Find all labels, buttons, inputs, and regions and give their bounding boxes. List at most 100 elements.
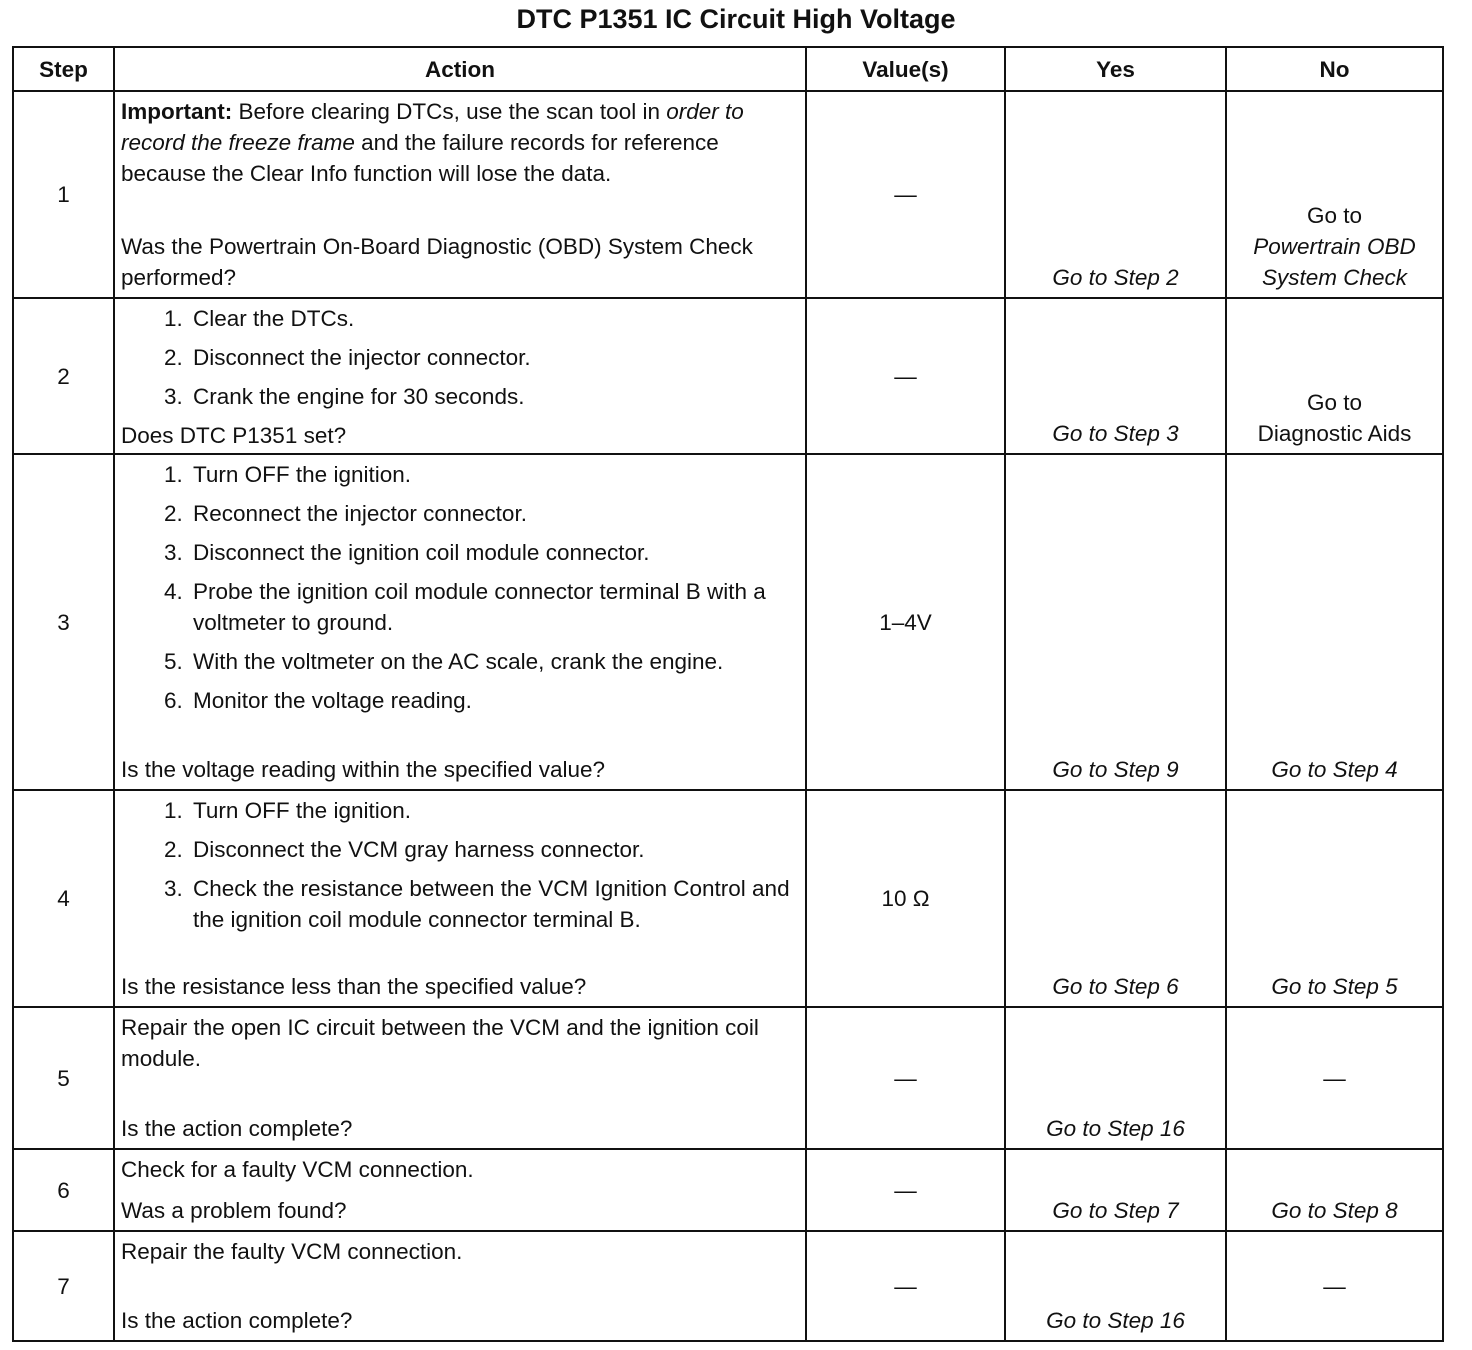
question: Does DTC P1351 set? [121, 422, 347, 448]
column-header: No [1225, 46, 1444, 92]
no-cell: — [1225, 1006, 1444, 1150]
table-row: 7 Repair the faulty VCM connection. Is the… [12, 1230, 1444, 1342]
action-cell: Turn OFF the ignition. Reconnect the inje… [113, 453, 807, 791]
value-cell: — [805, 1148, 1006, 1232]
yes-text: Go to Step 7 [1052, 1198, 1179, 1223]
diagnostic-table: Step Action Value(s) Yes No 1 Important: Befo… [12, 46, 1444, 1342]
no-text: Go to [1306, 203, 1363, 228]
step-cell: 1 [12, 90, 115, 299]
action-content: Turn OFF the ignition. Disconnect the VCM… [115, 792, 805, 1006]
action-text: Repair the open IC circuit between the V… [121, 1014, 759, 1071]
value-cell: 10 Ω [805, 789, 1006, 1008]
action-content: Repair the faulty VCM connection. Is the … [115, 1233, 805, 1340]
step-item: Probe the ignition coil module connector… [189, 576, 799, 638]
step-item: Reconnect the injector connector. [189, 498, 799, 529]
header-row: Step Action Value(s) Yes No [12, 46, 1444, 92]
action-content: Clear the DTCs. Disconnect the injector c… [115, 300, 805, 453]
yes-cell: Go to Step 6 [1004, 789, 1227, 1008]
no-cell: Go to Powertrain OBD System Check [1225, 90, 1444, 299]
action-text: Repair the faulty VCM connection. [121, 1238, 463, 1264]
value-cell: — [805, 1006, 1006, 1150]
step-item: Turn OFF the ignition. [189, 795, 799, 826]
step-item: Monitor the voltage reading. [189, 685, 799, 716]
yes-cell: Go to Step 9 [1004, 453, 1227, 791]
step-item: Crank the engine for 30 seconds. [189, 381, 799, 412]
no-cell: Go to Step 4 [1225, 453, 1444, 791]
note-text: Important: [121, 98, 233, 124]
note-text: Before clearing DTCs, use the scan tool … [238, 98, 660, 124]
yes-cell: Go to Step 3 [1004, 297, 1227, 455]
step-item: Check the resistance between the VCM Ign… [189, 873, 799, 935]
action-cell: Repair the faulty VCM connection. Is the … [113, 1230, 807, 1342]
value-cell: — [805, 1230, 1006, 1342]
step-item: Disconnect the injector connector. [189, 342, 799, 373]
action-content: Check for a faulty VCM connection. Was a … [115, 1151, 805, 1230]
step-item: Disconnect the ignition coil module conn… [189, 537, 799, 568]
step-cell: 5 [12, 1006, 115, 1150]
step-list: Turn OFF the ignition. Reconnect the inje… [121, 459, 799, 724]
question: Was the Powertrain On-Board Diagnostic (… [121, 233, 753, 290]
action-cell: Clear the DTCs. Disconnect the injector c… [113, 297, 807, 455]
question: Is the voltage reading within the specif… [121, 756, 606, 782]
yes-cell: Go to Step 2 [1004, 90, 1227, 299]
step-item: Disconnect the VCM gray harness connecto… [189, 834, 799, 865]
column-header: Yes [1004, 46, 1227, 92]
step-item: Turn OFF the ignition. [189, 459, 799, 490]
step-item: Clear the DTCs. [189, 303, 799, 334]
table-row: 6 Check for a faulty VCM connection. Was a… [12, 1148, 1444, 1232]
step-cell: 6 [12, 1148, 115, 1232]
question: Was a problem found? [121, 1197, 347, 1223]
no-cell: Go to Diagnostic Aids [1225, 297, 1444, 455]
yes-text: Go to Step 3 [1052, 421, 1179, 446]
no-text: Powertrain OBD System Check [1253, 234, 1416, 290]
no-text: Go to Step 5 [1271, 974, 1398, 999]
action-content: Turn OFF the ignition. Reconnect the inje… [115, 456, 805, 789]
table-row: 3 Turn OFF the ignition. Reconnect the inj… [12, 453, 1444, 791]
yes-text: Go to Step 9 [1052, 757, 1179, 782]
yes-cell: Go to Step 16 [1004, 1006, 1227, 1150]
no-cell: Go to Step 5 [1225, 789, 1444, 1008]
step-cell: 2 [12, 297, 115, 455]
column-header: Step [12, 46, 115, 92]
yes-cell: Go to Step 7 [1004, 1148, 1227, 1232]
step-cell: 3 [12, 453, 115, 791]
value-cell: — [805, 297, 1006, 455]
note-text: and the failure records for reference be… [121, 129, 719, 186]
question: Is the action complete? [121, 1115, 353, 1141]
table-row: 4 Turn OFF the ignition. Disconnect the VC… [12, 789, 1444, 1008]
step-list: Clear the DTCs. Disconnect the injector c… [121, 303, 799, 420]
yes-text: Go to Step 16 [1046, 1116, 1185, 1141]
action-cell: Repair the open IC circuit between the V… [113, 1006, 807, 1150]
action-content: Important: Before clearing DTCs, use the… [115, 93, 805, 297]
note-text: order to record the freeze frame [121, 98, 744, 155]
table-row: 2 Clear the DTCs. Disconnect the injector … [12, 297, 1444, 455]
no-text: Go to Step 4 [1271, 757, 1398, 782]
title: DTC P1351 IC Circuit High Voltage [516, 4, 956, 34]
important-note: Important: Before clearing DTCs, use the… [121, 96, 799, 189]
action-cell: Important: Before clearing DTCs, use the… [113, 90, 807, 299]
action-text: Check for a faulty VCM connection. [121, 1156, 474, 1182]
column-header: Action [113, 46, 807, 92]
action-cell: Turn OFF the ignition. Disconnect the VCM… [113, 789, 807, 1008]
yes-text: Go to Step 16 [1046, 1308, 1185, 1333]
yes-cell: Go to Step 16 [1004, 1230, 1227, 1342]
step-list: Turn OFF the ignition. Disconnect the VCM… [121, 795, 799, 943]
table-row: 5 Repair the open IC circuit between the … [12, 1006, 1444, 1150]
step-item: With the voltmeter on the AC scale, cran… [189, 646, 799, 677]
step-cell: 7 [12, 1230, 115, 1342]
no-cell: Go to Step 8 [1225, 1148, 1444, 1232]
value-cell: — [805, 90, 1006, 299]
value-cell: 1–4V [805, 453, 1006, 791]
question: Is the action complete? [121, 1307, 353, 1333]
yes-text: Go to Step 6 [1052, 974, 1179, 999]
action-content: Repair the open IC circuit between the V… [115, 1009, 805, 1148]
table-body: 1 Important: Before clearing DTCs, use th… [12, 90, 1444, 1342]
no-cell: — [1225, 1230, 1444, 1342]
action-cell: Check for a faulty VCM connection. Was a … [113, 1148, 807, 1232]
step-cell: 4 [12, 789, 115, 1008]
question: Is the resistance less than the specifie… [121, 973, 587, 999]
no-text: Go to [1306, 390, 1363, 415]
no-text: Go to Step 8 [1271, 1198, 1398, 1223]
column-header: Value(s) [805, 46, 1006, 92]
